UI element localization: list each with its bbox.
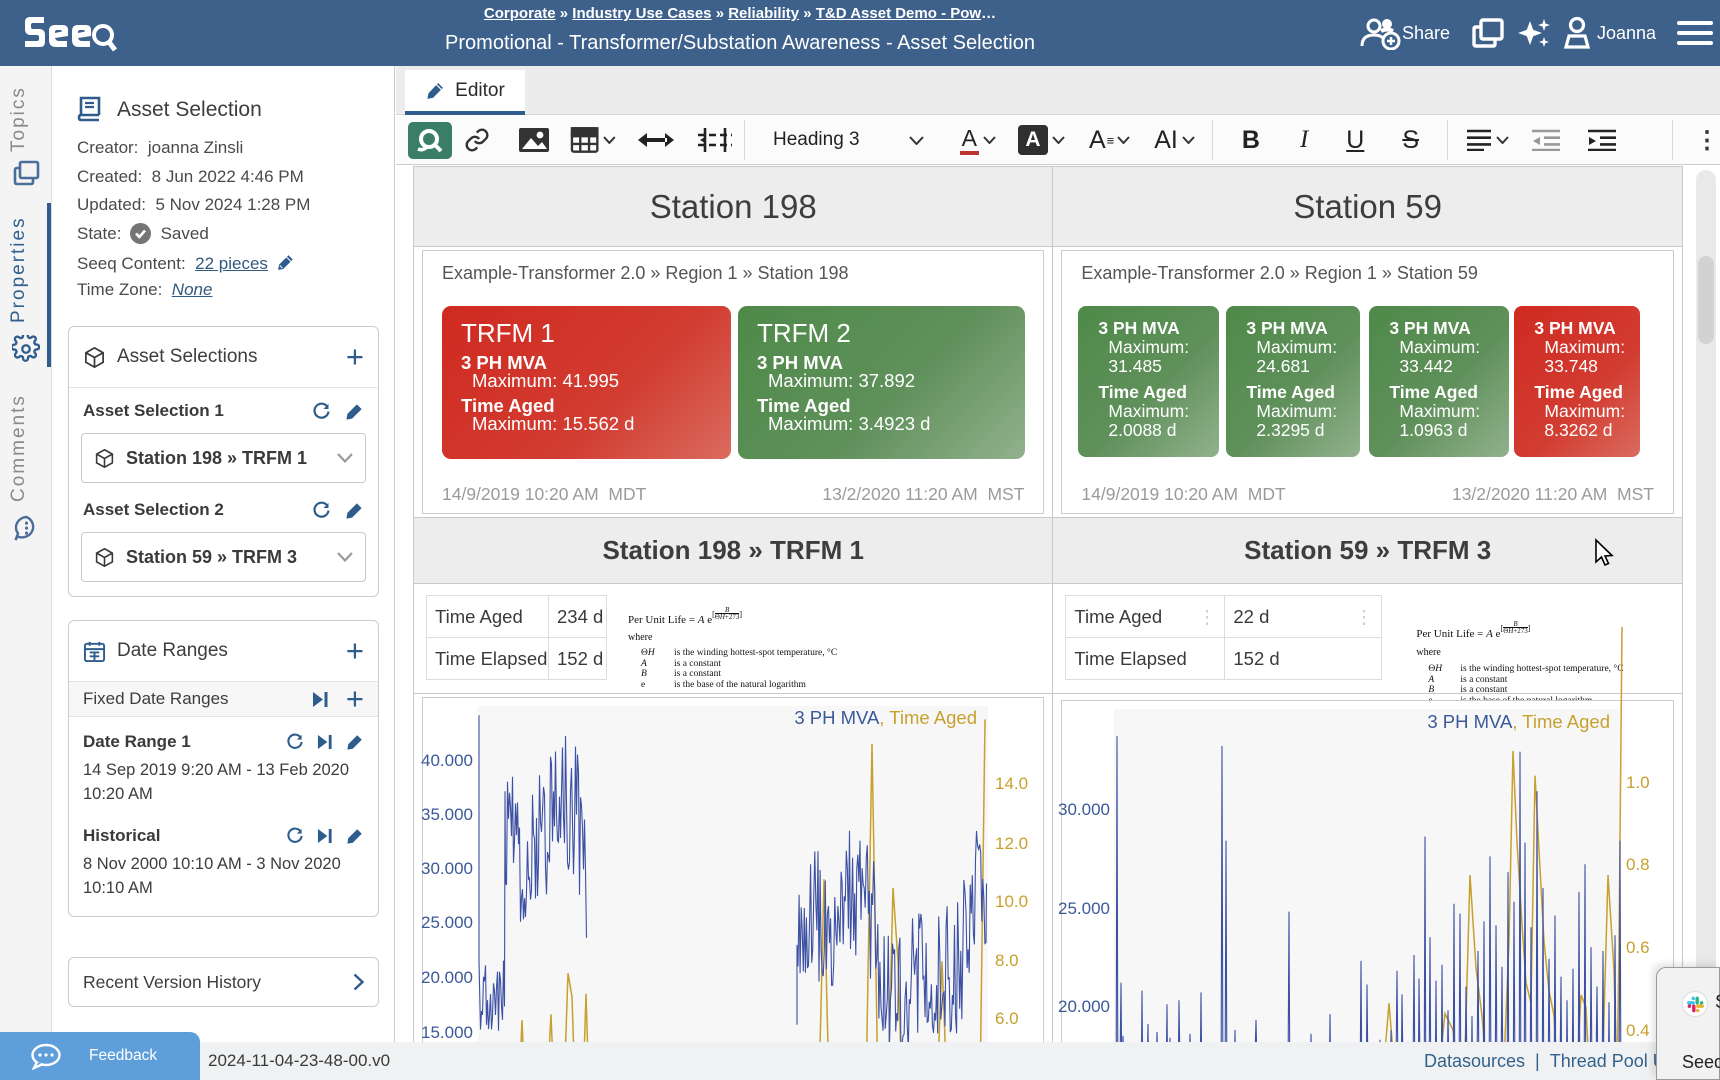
svg-text:3 PH MVA, Time Aged: 3 PH MVA, Time Aged	[794, 707, 977, 728]
svg-text:3 PH MVA, Time Aged: 3 PH MVA, Time Aged	[1428, 711, 1611, 732]
svg-text:10.0: 10.0	[995, 892, 1028, 911]
svg-text:20.000: 20.000	[1058, 997, 1110, 1016]
svg-text:0.4: 0.4	[1626, 1021, 1650, 1040]
svg-text:30.000: 30.000	[421, 859, 473, 878]
svg-text:12.0: 12.0	[995, 834, 1028, 853]
svg-text:35.000: 35.000	[421, 805, 473, 824]
svg-text:30.000: 30.000	[1058, 800, 1110, 819]
svg-text:20.000: 20.000	[421, 968, 473, 987]
svg-text:0.8: 0.8	[1626, 855, 1650, 874]
svg-text:0.6: 0.6	[1626, 938, 1650, 957]
svg-text:25.000: 25.000	[421, 913, 473, 932]
svg-text:25.000: 25.000	[1058, 899, 1110, 918]
svg-text:1.0: 1.0	[1626, 773, 1650, 792]
svg-text:14.0: 14.0	[995, 774, 1028, 793]
svg-text:15.000: 15.000	[421, 1023, 473, 1042]
svg-text:8.0: 8.0	[995, 951, 1019, 970]
svg-text:40.000: 40.000	[421, 751, 473, 770]
svg-text:6.0: 6.0	[995, 1009, 1019, 1028]
